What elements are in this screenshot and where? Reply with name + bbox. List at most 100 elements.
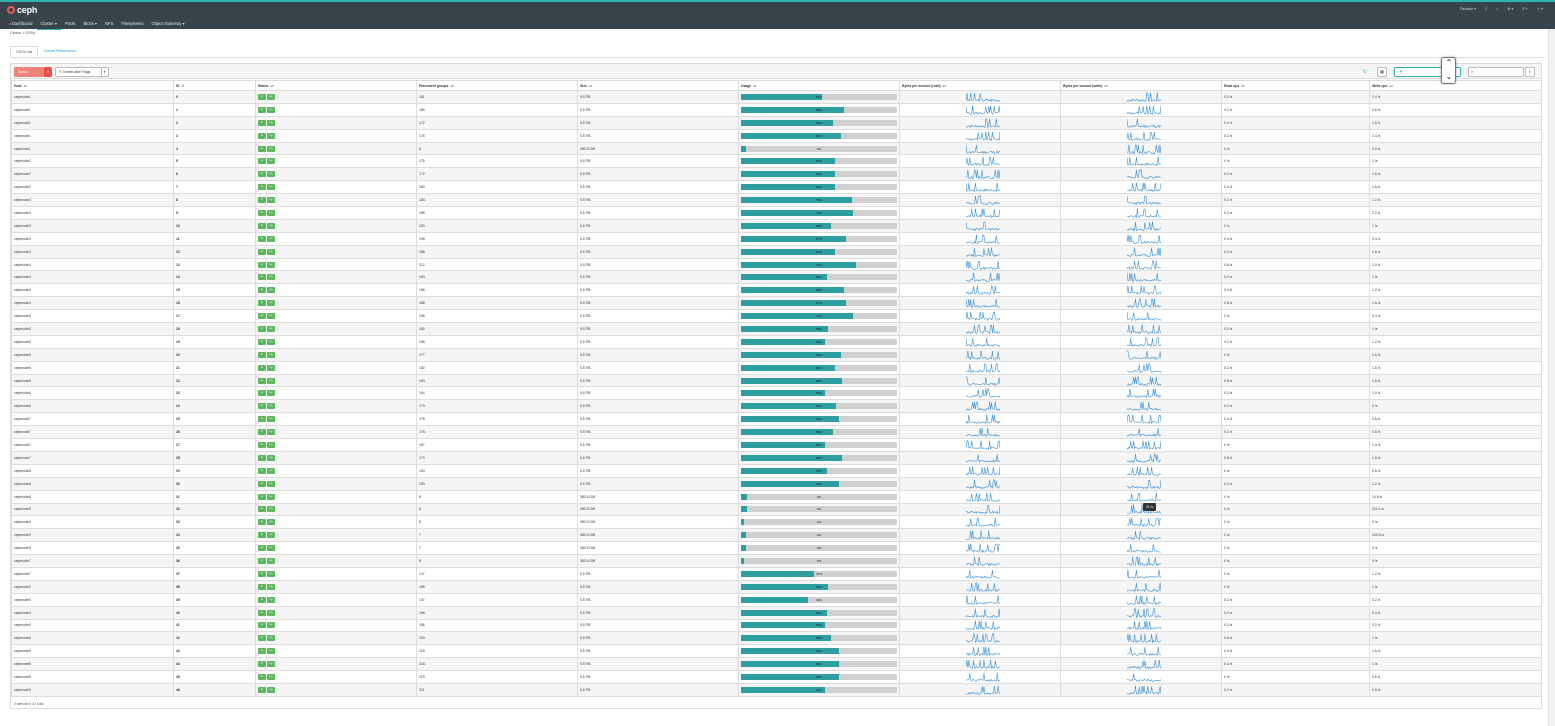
table-row[interactable]: cephnode1 4 in up 8 380.5 GiB 3% 0 /s 0.0 /s <box>11 141 1542 156</box>
usage-bar: 4% <box>741 493 897 500</box>
read-ops-cell: 0.2 /s <box>1221 412 1370 427</box>
scroll-arrows-popup[interactable]: ⌃ ⌄ <box>1441 57 1456 84</box>
table-row[interactable]: cephnode7 25 in up 178 5.5 TiB 63% 0.2 /s 0.8 /s <box>11 412 1542 427</box>
table-row[interactable]: cephnode6 22 in up 183 5.5 TiB 65% 0.6 /s 1.6 /s <box>11 373 1542 388</box>
table-row[interactable]: cephnode1 3 in up 178 5.5 TiB 64% 0.2 /s 2.4 /s <box>11 128 1542 143</box>
table-row[interactable]: cephnode7 37 in up 147 5.5 TiB 47% 0 /s 1.2 /s <box>11 566 1542 581</box>
navbar-utility-2[interactable]: ⌂ <box>1496 7 1499 11</box>
tab-1[interactable]: Overall Performance <box>43 49 77 53</box>
scroll-down-icon[interactable]: ⌄ <box>1445 72 1453 81</box>
table-row[interactable]: cephnode8 31 in up 8 380.5 GiB 4% 0 /s 14.8 /s <box>11 489 1542 504</box>
table-row[interactable]: cephnode9 46 in up 221 5.5 TiB 54% 0.2 /s 0.6 /s <box>11 682 1542 697</box>
columns-toggle-button[interactable]: ▦ <box>1377 67 1387 77</box>
navbar-utility-0[interactable]: Deutsch ▾ <box>1460 7 1477 11</box>
table-row[interactable]: cephnode6 42 in up 203 5.5 TiB 58% 0.6 /s 1 /s <box>11 631 1542 646</box>
write-ops-cell: 1 /s <box>1369 270 1542 285</box>
clear-search-button[interactable]: × <box>1525 67 1535 77</box>
brand[interactable]: ceph <box>7 5 37 15</box>
table-row[interactable]: cephnode4 33 in up 8 380.5 GiB 2% 0 /s 9 /s <box>11 515 1542 530</box>
navbar-utility-5[interactable]: ☺ ▾ <box>1536 7 1543 11</box>
nav-item-1[interactable]: Cluster ▾ <box>36 18 62 30</box>
nav-item-4[interactable]: NFS <box>101 18 117 30</box>
table-row[interactable]: cephnode5 19 in up 168 5.5 TiB 54% 0.2 /s 1.2 /s <box>11 334 1542 349</box>
table-row[interactable]: cephnode6 24 in up 173 5.5 TiB 61% 0.2 /s 0 /s <box>11 399 1542 414</box>
table-row[interactable]: cephnode3 8 in up 183 5.5 TiB 71% 0.2 /s 1.2 /s <box>11 193 1542 208</box>
table-row[interactable]: cephnode7 26 in up 175 5.5 TiB 59% 0.2 /s 0.8 /s <box>11 425 1542 440</box>
table-row[interactable]: cephnode1 2 in up 172 5.5 TiB 59% 0.2 /s 1.8 /s <box>11 115 1542 130</box>
read-sparkline <box>966 350 1000 360</box>
column-header-5[interactable]: Usage ▴▾ <box>738 80 900 91</box>
table-row[interactable]: cephnode8 43 in up 218 5.5 TiB 63% 0.4 /s 1.6 /s <box>11 644 1542 659</box>
cluster-flags-button[interactable]: ✎ Create-wide Flags ▾ <box>55 67 109 77</box>
column-header-6[interactable]: Bytes per second (read) ▴▾ <box>899 80 1061 91</box>
navbar-utility-4[interactable]: ⚿ ▾ <box>1522 7 1528 11</box>
table-row[interactable]: cephnode4 40 in up 168 5.5 TiB 55% 0.2 /s 0.4 /s <box>11 605 1542 620</box>
read-ops-cell: 0 /s <box>1221 579 1370 594</box>
table-row[interactable]: cephnode3 12 in up 186 5.5 TiB 60% 0.2 /s 1.6 /s <box>11 244 1542 259</box>
table-row[interactable]: cephnode2 7 in up 180 5.5 TiB 60% 0.2 /s 1.8 /s <box>11 180 1542 195</box>
status-badge-in: in <box>258 622 266 629</box>
nav-item-0[interactable]: Dashboard <box>5 18 37 30</box>
table-row[interactable]: cephnode4 15 in up 186 5.5 TiB 66% 0.4 /s 1.2 /s <box>11 283 1542 298</box>
write-bytes-cell <box>1060 618 1222 633</box>
nav-item-3[interactable]: Block ▾ <box>80 18 102 30</box>
navbar-utility-3[interactable]: ⚙ ▾ <box>1507 7 1514 11</box>
column-header-3[interactable]: Placement groups ▴▾ <box>416 80 578 91</box>
host-cell: cephnode6 <box>11 360 174 375</box>
usage-bar-fill <box>741 274 827 281</box>
table-row[interactable]: cephnode3 11 in up 198 5.5 TiB 67% 0.4 /s 2.4 /s <box>11 231 1542 246</box>
usage-bar-fill <box>741 209 854 216</box>
scrub-button[interactable]: Scrub <box>14 67 44 77</box>
table-row[interactable]: cephnode3 39 in up 137 5.5 TiB 43% 0.2 /s 0.2 /s <box>11 592 1542 607</box>
nav-item-5[interactable]: Filesystems <box>117 18 147 30</box>
column-header-1[interactable]: ID ⇅ <box>173 80 256 91</box>
column-header-8[interactable]: Read ops ▴▾ <box>1221 80 1370 91</box>
table-row[interactable]: cephnode3 9 in up 189 5.5 TiB 72% 0.2 /s 2.2 /s <box>11 206 1542 220</box>
table-row[interactable]: cephnode9 32 in up 8 380.5 GiB 4% 0 /s 211.4 /s <box>11 502 1542 517</box>
column-header-7[interactable]: Bytes per second (write) ▴▾ <box>1060 80 1222 91</box>
table-row[interactable]: cephnode7 28 in up 170 5.5 TiB 65% 0.8 /s 1.6 /s <box>11 450 1542 465</box>
table-row[interactable]: cephnode7 27 in up 167 5.5 TiB 54% 0 /s 1.4 /s <box>11 438 1542 452</box>
table-row[interactable]: cephnode5 18 in up 180 5.5 TiB 56% 0.2 /s 1 /s <box>11 322 1542 336</box>
write-ops-cell: 1.0 /s <box>1369 257 1542 272</box>
table-row[interactable]: cephnode5 41 in up 156 5.5 TiB 54% 0.2 /s 0.2 /s <box>11 618 1542 633</box>
usage-percent-label: 59% <box>815 120 822 125</box>
table-row[interactable]: cephnode2 6 in up 172 5.5 TiB 60% 0.2 /s 1.6 /s <box>11 167 1542 182</box>
nav-item-6[interactable]: Object Gateway ▾ <box>148 18 189 30</box>
scroll-up-icon[interactable]: ⌃ <box>1445 58 1453 67</box>
nav-item-2[interactable]: Pools <box>61 18 79 30</box>
table-row[interactable]: cephnode5 20 in up 177 5.5 TiB 64% 0 /s 0.6 /s <box>11 347 1542 362</box>
table-row[interactable]: cephnode8 30 in up 183 5.5 TiB 63% 0.2 /s 1.2 /s <box>11 476 1542 491</box>
table-row[interactable]: cephnode1 0 in up 181 5.5 TiB 52% 0.2 /s 2.4 /s <box>11 90 1542 104</box>
table-row[interactable]: cephnode7 36 in up 8 380.5 GiB 2% 0 /s 0 /s <box>11 554 1542 568</box>
column-header-0[interactable]: Host ▴▾ <box>11 80 174 91</box>
table-row[interactable]: cephnode5 17 in up 196 5.5 TiB 72% 0 /s 0.4 /s <box>11 309 1542 324</box>
table-row[interactable]: cephnode1 1 in up 189 5.5 TiB 66% 0.2 /s 0.6 /s <box>11 102 1542 117</box>
write-bytes-cell <box>1060 167 1222 182</box>
page-scrollbar[interactable] <box>1548 29 1555 726</box>
filter-select[interactable]: ▼ <box>1394 67 1461 77</box>
table-row[interactable]: cephnode6 21 in up 180 5.5 TiB 60% 0.2 /s 1.8 /s <box>11 360 1542 375</box>
table-row[interactable]: cephnode9 35 in up 7 380.5 GiB 3% 0 /s 9 /s <box>11 541 1542 556</box>
write-bytes-cell <box>1060 360 1222 375</box>
table-row[interactable]: cephnode4 13 in up 212 5.5 TiB 74% 0.6 /s 1.0 /s <box>11 257 1542 272</box>
table-row[interactable]: cephnode8 29 in up 163 5.5 TiB 55% 0 /s 0.6 /s <box>11 463 1542 478</box>
write-ops-cell: 0 /s <box>1369 554 1542 568</box>
column-header-2[interactable]: Status ▴▾ <box>255 80 417 91</box>
table-row[interactable]: cephnode2 38 in up 185 5.5 TiB 56% 0 /s 1 /s <box>11 579 1542 594</box>
table-row[interactable]: cephnode4 16 in up 188 5.5 TiB 67% 0.8 /s 1.6 /s <box>11 296 1542 311</box>
table-row[interactable]: cephnode2 5 in up 175 5.5 TiB 60% 0 /s 1 /s <box>11 154 1542 169</box>
column-header-4[interactable]: Size ▴▾ <box>577 80 739 91</box>
refresh-icon[interactable]: ↻ <box>1362 69 1368 75</box>
action-dropdown-toggle[interactable]: ▾ <box>44 67 52 77</box>
table-row[interactable]: cephnode9 45 in up 219 5.5 TiB 63% 0 /s 0.6 /s <box>11 670 1542 684</box>
usage-bar: 72% <box>741 209 897 216</box>
table-row[interactable]: cephnode9 34 in up 7 380.5 GiB 3% 0 /s 120.8 /s <box>11 528 1542 543</box>
table-row[interactable]: cephnode3 10 in up 183 5.5 TiB 58% 0 /s 1 /s <box>11 218 1542 233</box>
table-row[interactable]: cephnode6 23 in up 164 5.5 TiB 54% 0.2 /s 1.0 /s <box>11 386 1542 401</box>
search-input[interactable]: ⌕ <box>1468 67 1524 77</box>
table-row[interactable]: cephnode4 14 in up 183 5.5 TiB 55% 0.2 /s 1 /s <box>11 270 1542 285</box>
table-row[interactable]: cephnode8 44 in up 218 5.5 TiB 63% 0.4 /s 1 /s <box>11 657 1542 672</box>
tab-0[interactable]: OSDs List <box>10 46 39 57</box>
navbar-utility-1[interactable]: ▯ <box>1485 7 1488 11</box>
